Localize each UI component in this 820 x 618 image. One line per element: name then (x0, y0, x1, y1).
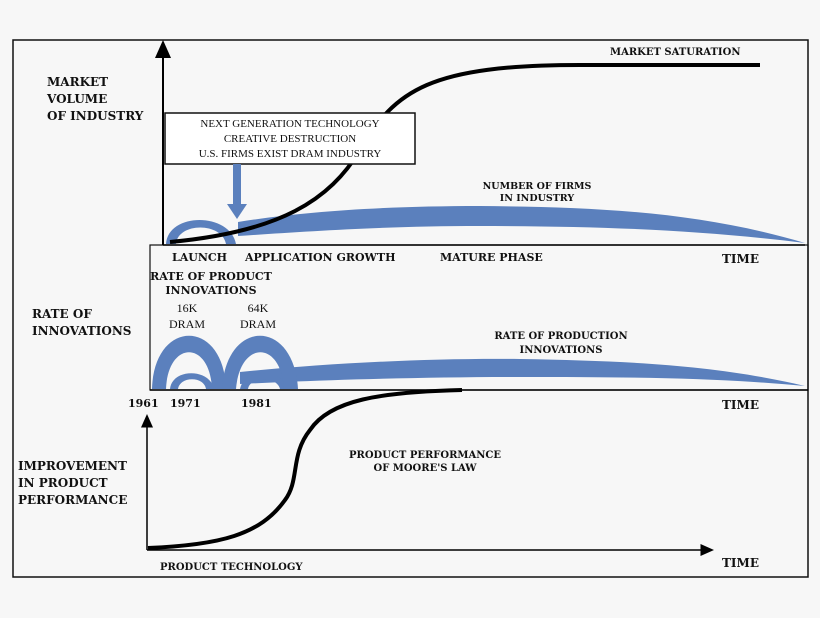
p3-ylabel-2: PERFORMANCE (18, 493, 127, 507)
callout-arrow-head (227, 204, 247, 219)
callout-line-1: CREATIVE DESTRUCTION (224, 133, 356, 145)
callout-line-0: NEXT GENERATION TECHNOLOGY (200, 118, 379, 130)
p3-ylabel-1: IN PRODUCT (18, 476, 108, 490)
firms-band (238, 206, 805, 243)
p1-ylabel-2: OF INDUSTRY (47, 109, 144, 123)
dram64-0: 64K (248, 301, 269, 315)
phase-launch: LAUNCH (172, 251, 227, 264)
p2-time-label: TIME (722, 398, 759, 412)
svg-text:OF INDUSTRY: OF INDUSTRY (47, 109, 144, 123)
arch-small-2 (240, 373, 288, 389)
p2-ylabel-1: INNOVATIONS (32, 324, 131, 338)
p1-ylabel-0: MARKET (47, 75, 108, 89)
phase-growth: APPLICATION GROWTH (244, 251, 396, 264)
year-1981: 1981 (241, 397, 272, 410)
p3-time-label: TIME (722, 556, 759, 570)
dram16-0: 16K (177, 301, 198, 315)
production-label-0: RATE OF PRODUCTION (494, 331, 627, 342)
p3-xlabel: PRODUCT TECHNOLOGY (160, 562, 303, 573)
svg-text:VOLUME: VOLUME (46, 92, 107, 106)
moores-law-curve (147, 388, 463, 550)
panel1: MARKET VOLUME OF INDUSTRY MARKET SATURAT… (46, 40, 805, 266)
year-1961: 1961 (128, 397, 159, 410)
arch-small-1 (170, 373, 214, 389)
arch-64k (222, 335, 298, 389)
svg-text:MARKET: MARKET (47, 75, 108, 89)
p2-ylabel-0: RATE OF (32, 307, 92, 321)
p1-time-label: TIME (722, 252, 759, 266)
product-innov-1: INNOVATIONS (165, 284, 256, 297)
p3-ylabel-0: IMPROVEMENT (18, 459, 127, 473)
dram16-1: DRAM (169, 317, 205, 331)
phase-mature: MATURE PHASE (440, 251, 543, 264)
saturation-label: MARKET SATURATION (610, 47, 740, 58)
callout-box (164, 112, 416, 165)
dram64-1: DRAM (240, 317, 276, 331)
panel3: IMPROVEMENT IN PRODUCT PERFORMANCE PRODU… (18, 388, 759, 573)
product-innov-0: RATE OF PRODUCT (150, 270, 273, 283)
p1-ylabel-1: VOLUME (46, 92, 107, 106)
curve-label-1: OF MOORE'S LAW (373, 463, 477, 474)
callout-arrow-shaft (233, 164, 241, 204)
curve-label-0: PRODUCT PERFORMANCE (349, 450, 501, 461)
firms-label-0: NUMBER OF FIRMS (483, 181, 592, 192)
panel2: RATE OF INNOVATIONS RATE OF PRODUCT INNO… (32, 270, 808, 412)
year-1971: 1971 (170, 397, 201, 410)
firms-label-1: IN INDUSTRY (500, 193, 575, 204)
launch-arch (166, 220, 236, 244)
arch-16k (152, 335, 226, 389)
callout-line-2: U.S. FIRMS EXIST DRAM INDUSTRY (199, 148, 382, 160)
production-band (240, 358, 805, 386)
production-label-1: INNOVATIONS (520, 345, 603, 356)
